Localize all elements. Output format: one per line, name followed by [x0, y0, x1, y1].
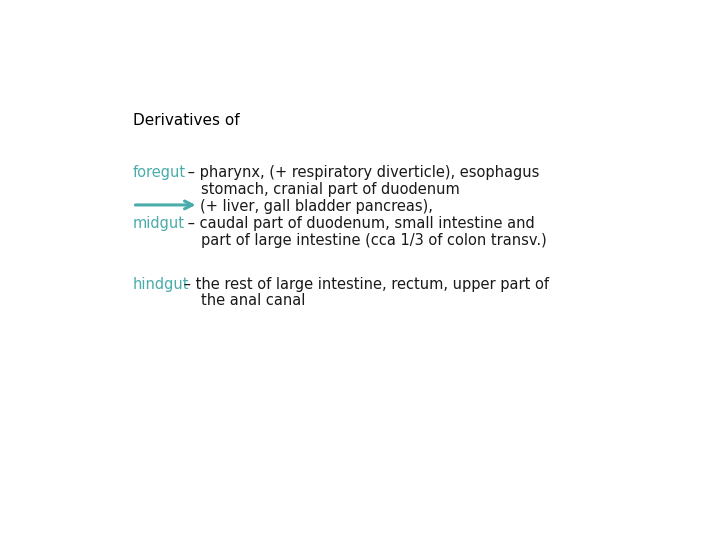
Text: stomach, cranial part of duodenum: stomach, cranial part of duodenum [201, 182, 459, 197]
Text: – the rest of large intestine, rectum, upper part of: – the rest of large intestine, rectum, u… [179, 276, 549, 292]
Text: hindgut: hindgut [132, 276, 189, 292]
Text: – pharynx, (+ respiratory diverticle), esophagus: – pharynx, (+ respiratory diverticle), e… [183, 165, 539, 180]
Text: Derivatives of: Derivatives of [132, 112, 239, 127]
Text: part of large intestine (cca 1/3 of colon transv.): part of large intestine (cca 1/3 of colo… [201, 233, 546, 248]
Text: – caudal part of duodenum, small intestine and: – caudal part of duodenum, small intesti… [183, 215, 535, 231]
Text: (+ liver, gall bladder pancreas),: (+ liver, gall bladder pancreas), [200, 199, 433, 214]
Text: the anal canal: the anal canal [201, 294, 305, 308]
Text: midgut: midgut [132, 215, 184, 231]
Text: foregut: foregut [132, 165, 186, 180]
